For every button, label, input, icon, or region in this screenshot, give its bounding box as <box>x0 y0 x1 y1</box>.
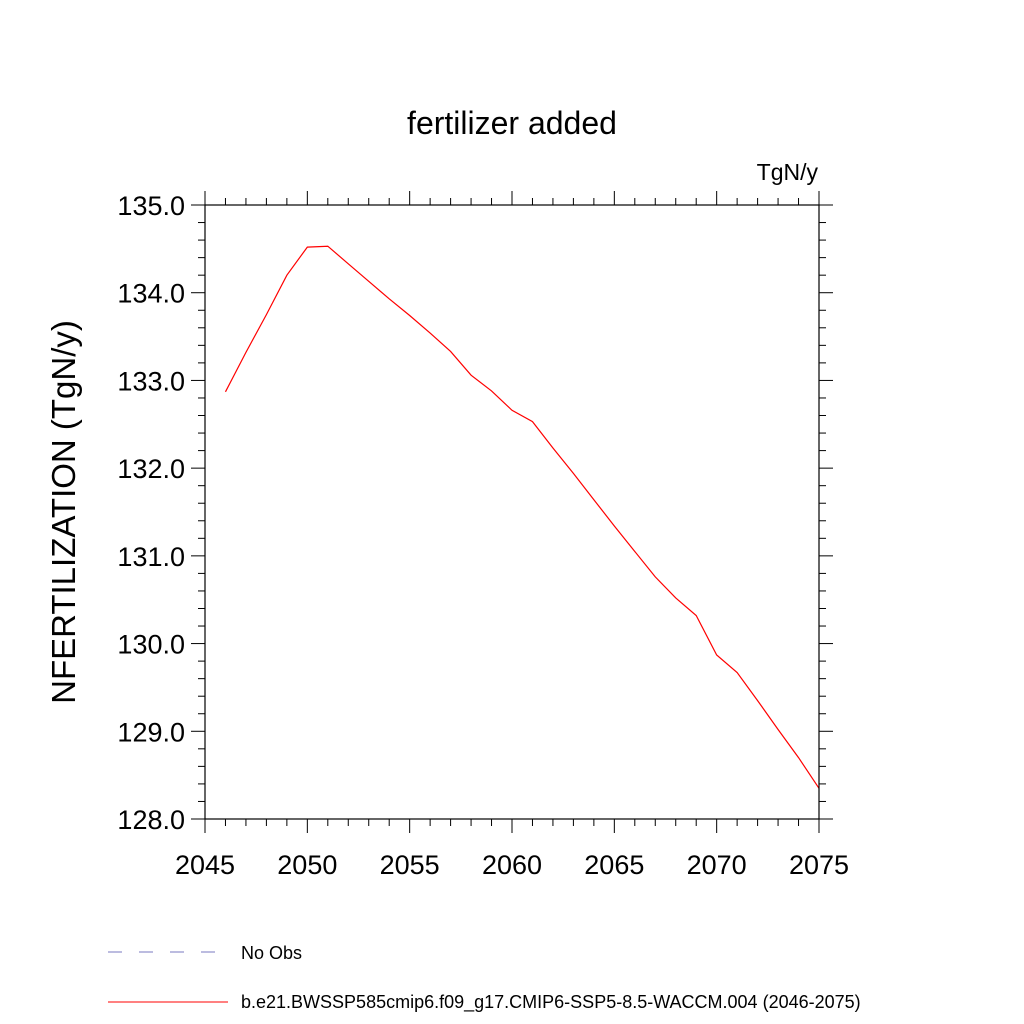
tick-labels: 2045 2050 2055 2060 2065 2070 2075 128.0 129.0 13… <box>117 191 849 880</box>
x-tick-label: 2075 <box>789 850 849 880</box>
x-tick-label: 2045 <box>175 850 235 880</box>
units-label: TgN/y <box>757 159 819 185</box>
axis-ticks <box>191 191 833 833</box>
y-axis-label: NFERTILIZATION (TgN/y) <box>45 320 82 704</box>
x-tick-label: 2060 <box>482 850 542 880</box>
y-tick-label: 134.0 <box>117 279 185 309</box>
legend-label-model-run: b.e21.BWSSP585cmip6.f09_g17.CMIP6-SSP5-8… <box>241 992 861 1013</box>
y-tick-label: 132.0 <box>117 454 185 484</box>
chart-title: fertilizer added <box>407 105 617 141</box>
y-tick-label: 133.0 <box>117 366 185 396</box>
plot-frame <box>204 204 820 820</box>
y-tick-label: 129.0 <box>117 717 185 747</box>
legend-label-no-obs: No Obs <box>241 943 302 963</box>
y-tick-label: 131.0 <box>117 542 185 572</box>
legend: No Obs b.e21.BWSSP585cmip6.f09_g17.CMIP6… <box>108 943 861 1013</box>
y-tick-label: 130.0 <box>117 630 185 660</box>
y-tick-label: 128.0 <box>117 805 185 835</box>
series-line-0 <box>224 245 820 789</box>
y-tick-label: 135.0 <box>117 191 185 221</box>
series-layer <box>224 245 820 789</box>
x-tick-label: 2055 <box>380 850 440 880</box>
x-tick-label: 2070 <box>687 850 747 880</box>
x-tick-label: 2065 <box>584 850 644 880</box>
x-tick-label: 2050 <box>277 850 337 880</box>
